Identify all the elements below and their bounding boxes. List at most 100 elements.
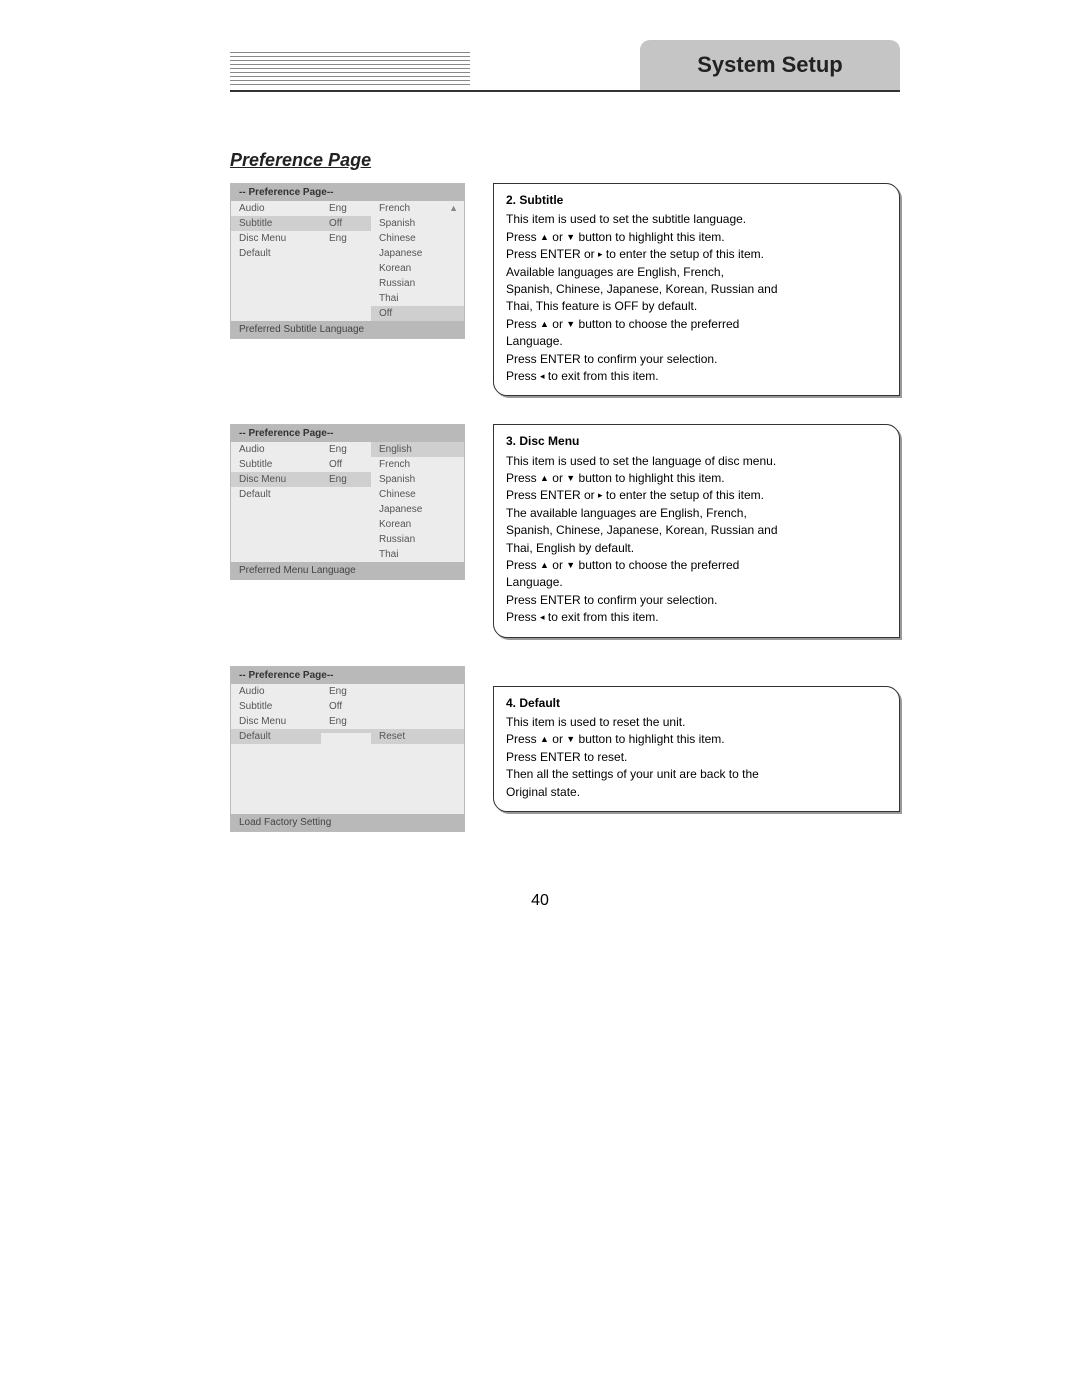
menu-value: Eng xyxy=(321,714,371,729)
down-arrow-icon: ▼ xyxy=(566,473,575,483)
menu-option[interactable]: Thai xyxy=(371,291,464,306)
text: Press xyxy=(506,317,540,331)
explain-line: Language. xyxy=(506,574,887,591)
menu-option[interactable]: Spanish xyxy=(371,472,464,487)
down-arrow-icon: ▼ xyxy=(566,319,575,329)
menu-item-default[interactable]: Default xyxy=(231,246,321,261)
menu-panel-subtitle: -- Preference Page-- ▲ Audio Subtitle Di… xyxy=(230,183,465,339)
explain-line: Spanish, Chinese, Japanese, Korean, Russ… xyxy=(506,522,887,539)
up-arrow-icon: ▲ xyxy=(540,232,549,242)
explain-title: 4. Default xyxy=(506,695,887,712)
text: or xyxy=(549,732,566,746)
text: Press ENTER or xyxy=(506,488,598,502)
left-arrow-icon: ◂ xyxy=(540,612,545,622)
menu-option[interactable]: Chinese xyxy=(371,231,464,246)
menu-value: Eng xyxy=(321,684,371,699)
menu-option[interactable]: Russian xyxy=(371,276,464,291)
explain-line: This item is used to set the language of… xyxy=(506,453,887,470)
right-arrow-icon: ▸ xyxy=(598,490,603,500)
section-title: Preference Page xyxy=(230,150,1080,171)
menu-body: ▲ Audio Subtitle Disc Menu Default Eng O… xyxy=(231,201,464,321)
menu-col-values: Eng Off Eng xyxy=(321,442,371,562)
explain-line: Press ENTER or ▸ to enter the setup of t… xyxy=(506,487,887,504)
text: button to highlight this item. xyxy=(575,732,724,746)
menu-option[interactable]: Russian xyxy=(371,532,464,547)
menu-value xyxy=(321,246,371,250)
text: to enter the setup of this item. xyxy=(603,247,764,261)
explain-line: Press ▲ or ▼ button to choose the prefer… xyxy=(506,316,887,333)
explain-line: Press ◂ to exit from this item. xyxy=(506,368,887,385)
text: Press xyxy=(506,558,540,572)
menu-option[interactable]: Korean xyxy=(371,261,464,276)
menu-col-values: Eng Off Eng xyxy=(321,684,371,744)
menu-footer: Preferred Menu Language xyxy=(231,562,464,579)
menu-panel-default: -- Preference Page-- Audio Subtitle Disc… xyxy=(230,666,465,832)
menu-item-default[interactable]: Default xyxy=(231,487,321,502)
text: Press ENTER or xyxy=(506,247,598,261)
menu-item-audio[interactable]: Audio xyxy=(231,201,321,216)
menu-option[interactable]: Chinese xyxy=(371,487,464,502)
up-arrow-icon: ▲ xyxy=(540,560,549,570)
menu-value: Off xyxy=(321,457,371,472)
text: Press xyxy=(506,732,540,746)
explain-line: Language. xyxy=(506,333,887,350)
text: Press xyxy=(506,369,540,383)
header-title-tab: System Setup xyxy=(640,40,900,90)
menu-value: Eng xyxy=(321,231,371,246)
menu-col-values: Eng Off Eng xyxy=(321,201,371,321)
menu-col-names: Audio Subtitle Disc Menu Default xyxy=(231,442,321,562)
text: or xyxy=(549,317,566,331)
left-arrow-icon: ◂ xyxy=(540,371,545,381)
up-arrow-icon: ▲ xyxy=(540,473,549,483)
menu-item-subtitle[interactable]: Subtitle xyxy=(231,699,321,714)
row-subtitle: -- Preference Page-- ▲ Audio Subtitle Di… xyxy=(230,183,900,396)
menu-value xyxy=(321,487,371,491)
explain-line: Press ENTER to reset. xyxy=(506,749,887,766)
menu-col-names: Audio Subtitle Disc Menu Default xyxy=(231,201,321,321)
menu-option-spacer xyxy=(371,714,464,729)
row-default: -- Preference Page-- Audio Subtitle Disc… xyxy=(230,666,900,832)
menu-option[interactable]: Japanese xyxy=(371,246,464,261)
explain-box-discmenu: 3. Disc Menu This item is used to set th… xyxy=(493,424,900,637)
header-rule xyxy=(230,90,900,92)
menu-value: Eng xyxy=(321,201,371,216)
explain-line: This item is used to reset the unit. xyxy=(506,714,887,731)
explain-line: Press ▲ or ▼ button to highlight this it… xyxy=(506,229,887,246)
explain-line: Press ENTER or ▸ to enter the setup of t… xyxy=(506,246,887,263)
explain-line: Thai, English by default. xyxy=(506,540,887,557)
text: or xyxy=(549,558,566,572)
menu-item-subtitle[interactable]: Subtitle xyxy=(231,457,321,472)
menu-item-audio[interactable]: Audio xyxy=(231,684,321,699)
menu-item-subtitle[interactable]: Subtitle xyxy=(231,216,321,231)
explain-line: The available languages are English, Fre… xyxy=(506,505,887,522)
text: Press xyxy=(506,230,540,244)
explain-line: Press ▲ or ▼ button to highlight this it… xyxy=(506,731,887,748)
menu-item-discmenu[interactable]: Disc Menu xyxy=(231,231,321,246)
menu-item-default[interactable]: Default xyxy=(231,729,321,744)
right-arrow-icon: ▸ xyxy=(598,249,603,259)
menu-item-audio[interactable]: Audio xyxy=(231,442,321,457)
menu-option-reset[interactable]: Reset xyxy=(371,729,464,744)
menu-value: Eng xyxy=(321,472,371,487)
explain-line: Original state. xyxy=(506,784,887,801)
menu-option[interactable]: Japanese xyxy=(371,502,464,517)
menu-option-selected[interactable]: English xyxy=(371,442,464,457)
menu-option[interactable]: French xyxy=(371,457,464,472)
menu-item-discmenu[interactable]: Disc Menu xyxy=(231,714,321,729)
down-arrow-icon: ▼ xyxy=(566,734,575,744)
menu-option[interactable]: Korean xyxy=(371,517,464,532)
text: or xyxy=(549,230,566,244)
down-arrow-icon: ▼ xyxy=(566,232,575,242)
explain-line: Available languages are English, French, xyxy=(506,264,887,281)
menu-option[interactable]: Thai xyxy=(371,547,464,562)
scroll-up-icon: ▲ xyxy=(449,203,458,213)
text: button to highlight this item. xyxy=(575,471,724,485)
manual-page: System Setup Preference Page -- Preferen… xyxy=(0,0,1080,1397)
menu-item-discmenu[interactable]: Disc Menu xyxy=(231,472,321,487)
up-arrow-icon: ▲ xyxy=(540,319,549,329)
menu-option-selected[interactable]: Off xyxy=(371,306,464,321)
explain-line: Thai, This feature is OFF by default. xyxy=(506,298,887,315)
menu-footer: Load Factory Setting xyxy=(231,814,464,831)
menu-option[interactable]: Spanish xyxy=(371,216,464,231)
explain-box-subtitle: 2. Subtitle This item is used to set the… xyxy=(493,183,900,396)
